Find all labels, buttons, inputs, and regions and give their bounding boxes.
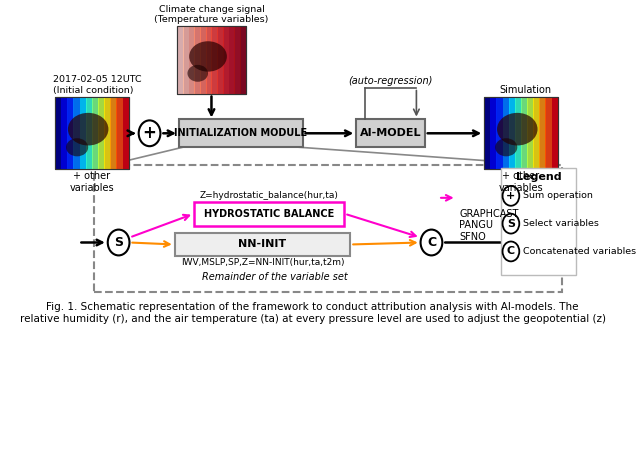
Text: Climate change signal
(Temperature variables): Climate change signal (Temperature varia… [154,4,269,24]
Bar [205,26,212,93]
Bar [521,97,528,169]
Bar [177,26,246,93]
Text: + other
variables: + other variables [499,171,543,193]
Text: relative humidity (r), and the air temperature (ta) at every pressure level are : relative humidity (r), and the air tempe… [20,314,605,324]
Bar [55,97,129,169]
Bar [92,97,99,169]
Bar [490,97,497,169]
Bar [217,26,224,93]
Ellipse shape [68,113,108,145]
Bar [240,26,246,93]
Circle shape [108,229,129,255]
Ellipse shape [497,113,538,145]
Bar [116,97,124,169]
Bar [98,97,105,169]
Text: C: C [507,247,515,256]
Bar [200,26,207,93]
Ellipse shape [189,41,227,72]
Text: 2017-02-05 12UTC
(Initial condition): 2017-02-05 12UTC (Initial condition) [53,75,142,95]
Bar [122,97,129,169]
Circle shape [502,242,519,261]
Text: Z=hydrostatic_balance(hur,ta): Z=hydrostatic_balance(hur,ta) [200,191,339,200]
Bar [177,26,184,93]
Text: AI-MODEL: AI-MODEL [360,128,421,138]
Bar [175,233,350,256]
Bar [356,119,425,147]
Text: Fig. 1. Schematic representation of the framework to conduct attribution analysi: Fig. 1. Schematic representation of the … [47,302,579,312]
Bar [509,97,516,169]
Ellipse shape [66,138,88,156]
Bar [79,97,86,169]
Bar [552,97,559,169]
Bar [183,26,189,93]
Text: +: + [506,191,516,201]
Text: Sum operation: Sum operation [523,191,593,200]
Text: IWV,MSLP,SP,Z=NN-INIT(hur,ta,t2m): IWV,MSLP,SP,Z=NN-INIT(hur,ta,t2m) [180,258,344,268]
Bar [55,97,62,169]
Bar [527,97,534,169]
Bar [484,97,491,169]
Ellipse shape [188,65,208,82]
Text: S: S [507,219,515,229]
Bar [228,26,235,93]
Bar [533,97,540,169]
Text: Select variables: Select variables [523,219,598,228]
Circle shape [502,186,519,206]
Bar [501,168,576,275]
Circle shape [420,229,442,255]
Circle shape [139,120,161,146]
Bar [211,26,218,93]
Text: Concatenated variables: Concatenated variables [523,247,636,256]
Text: Simulation: Simulation [499,84,551,95]
Circle shape [502,214,519,233]
Bar [484,97,558,169]
Text: GRAPHCAST
PANGU
SFNO: GRAPHCAST PANGU SFNO [459,209,518,242]
Bar [497,97,504,169]
Text: +: + [143,124,157,142]
Bar [515,97,522,169]
Text: + other
variables: + other variables [70,171,114,193]
Ellipse shape [495,138,517,156]
Bar [86,97,93,169]
Text: C: C [427,236,436,249]
Text: S: S [114,236,123,249]
Bar [234,26,241,93]
Bar [177,26,246,93]
Text: HYDROSTATIC BALANCE: HYDROSTATIC BALANCE [204,209,334,219]
Text: Legend: Legend [516,172,561,182]
Bar [93,165,562,292]
Bar [502,97,509,169]
Text: (auto-regression): (auto-regression) [348,75,433,86]
Bar [484,97,558,169]
Bar [179,119,303,147]
Bar [545,97,552,169]
Bar [195,26,201,93]
Text: Remainder of the variable set: Remainder of the variable set [202,272,348,282]
Bar [67,97,74,169]
Bar [189,26,195,93]
Bar [110,97,117,169]
Bar [104,97,111,169]
Bar [540,97,547,169]
Bar [194,202,344,225]
Bar [55,97,129,169]
Bar [223,26,230,93]
Bar [61,97,68,169]
Text: NN-INIT: NN-INIT [239,239,287,250]
Text: INITIALIZATION MODULE: INITIALIZATION MODULE [174,128,307,138]
Bar [74,97,81,169]
